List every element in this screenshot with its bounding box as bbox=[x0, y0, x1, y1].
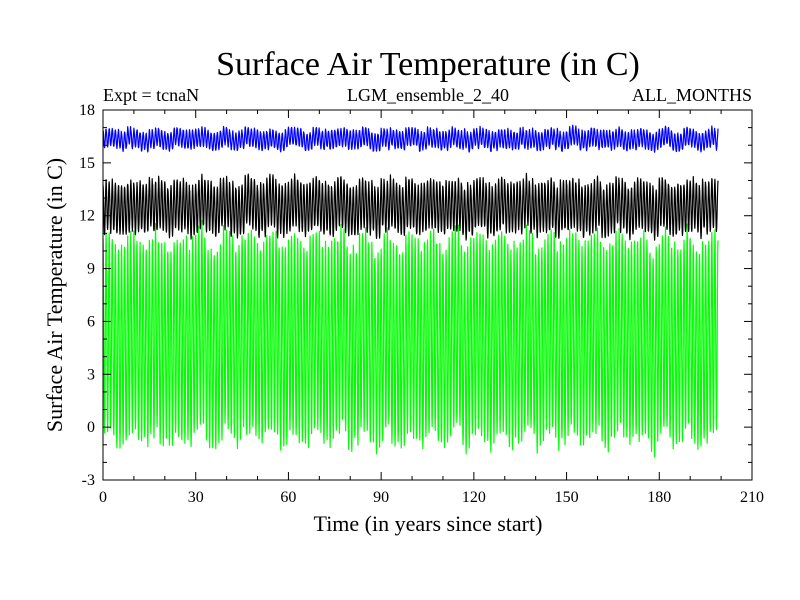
y-tick-label: -3 bbox=[82, 472, 95, 489]
x-tick-label: 210 bbox=[740, 489, 764, 506]
subtitle-right: ALL_MONTHS bbox=[632, 85, 752, 105]
y-tick-label: 3 bbox=[87, 366, 95, 383]
y-tick-label: 6 bbox=[87, 313, 95, 330]
chart-title: Surface Air Temperature (in C) bbox=[216, 46, 640, 83]
subtitle-center: LGM_ensemble_2_40 bbox=[347, 85, 509, 105]
y-tick-label: 12 bbox=[79, 208, 95, 225]
series-line-green bbox=[102, 219, 719, 458]
series-line-blue bbox=[102, 124, 719, 153]
series-line-black bbox=[102, 172, 719, 241]
x-tick-label: 90 bbox=[373, 489, 389, 506]
x-tick-label: 180 bbox=[647, 489, 671, 506]
x-tick-label: 120 bbox=[462, 489, 486, 506]
y-tick-label: 9 bbox=[87, 261, 95, 278]
x-tick-label: 150 bbox=[555, 489, 579, 506]
x-axis-label: Time (in years since start) bbox=[314, 511, 543, 536]
subtitle-left: Expt = tcnaN bbox=[103, 85, 199, 105]
y-tick-label: 15 bbox=[79, 155, 95, 172]
x-tick-label: 0 bbox=[99, 489, 107, 506]
y-axis-label: Surface Air Temperature (in C) bbox=[42, 158, 67, 432]
y-tick-label: 0 bbox=[87, 419, 95, 436]
x-tick-label: 30 bbox=[188, 489, 204, 506]
y-tick-label: 18 bbox=[79, 102, 95, 119]
plot-frame bbox=[102, 109, 753, 481]
x-tick-label: 60 bbox=[280, 489, 296, 506]
series-layer bbox=[102, 124, 719, 458]
